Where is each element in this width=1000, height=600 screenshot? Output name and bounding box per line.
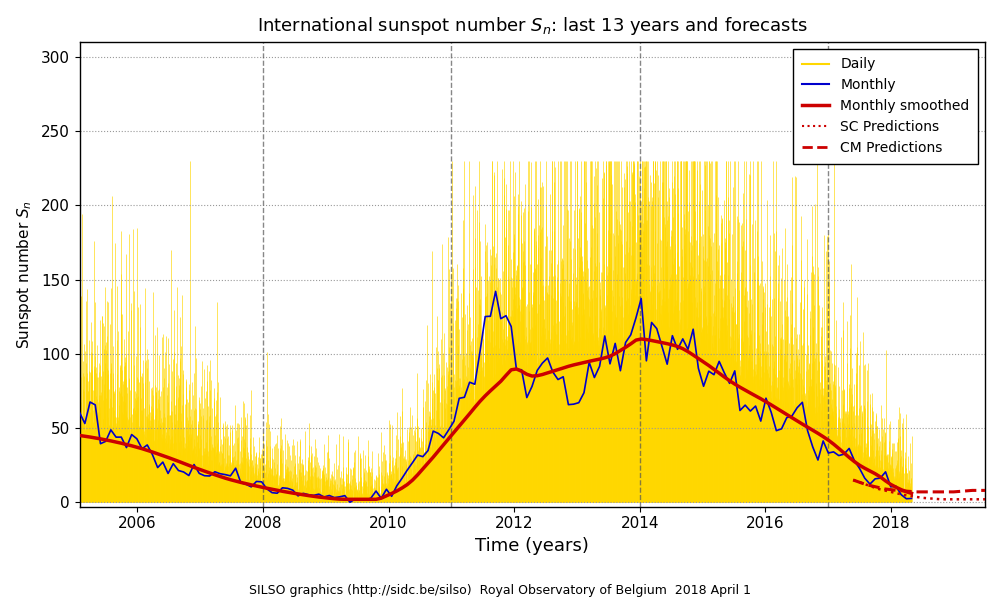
Legend: Daily, Monthly, Monthly smoothed, SC Predictions, CM Predictions: Daily, Monthly, Monthly smoothed, SC Pre…	[793, 49, 978, 164]
Text: SILSO graphics (http://sidc.be/silso)  Royal Observatory of Belgium  2018 April : SILSO graphics (http://sidc.be/silso) Ro…	[249, 584, 751, 597]
Title: International sunspot number $S_{n}$: last 13 years and forecasts: International sunspot number $S_{n}$: la…	[257, 15, 808, 37]
X-axis label: Time (years): Time (years)	[475, 537, 589, 555]
Y-axis label: Sunspot number $S_{n}$: Sunspot number $S_{n}$	[15, 200, 34, 349]
